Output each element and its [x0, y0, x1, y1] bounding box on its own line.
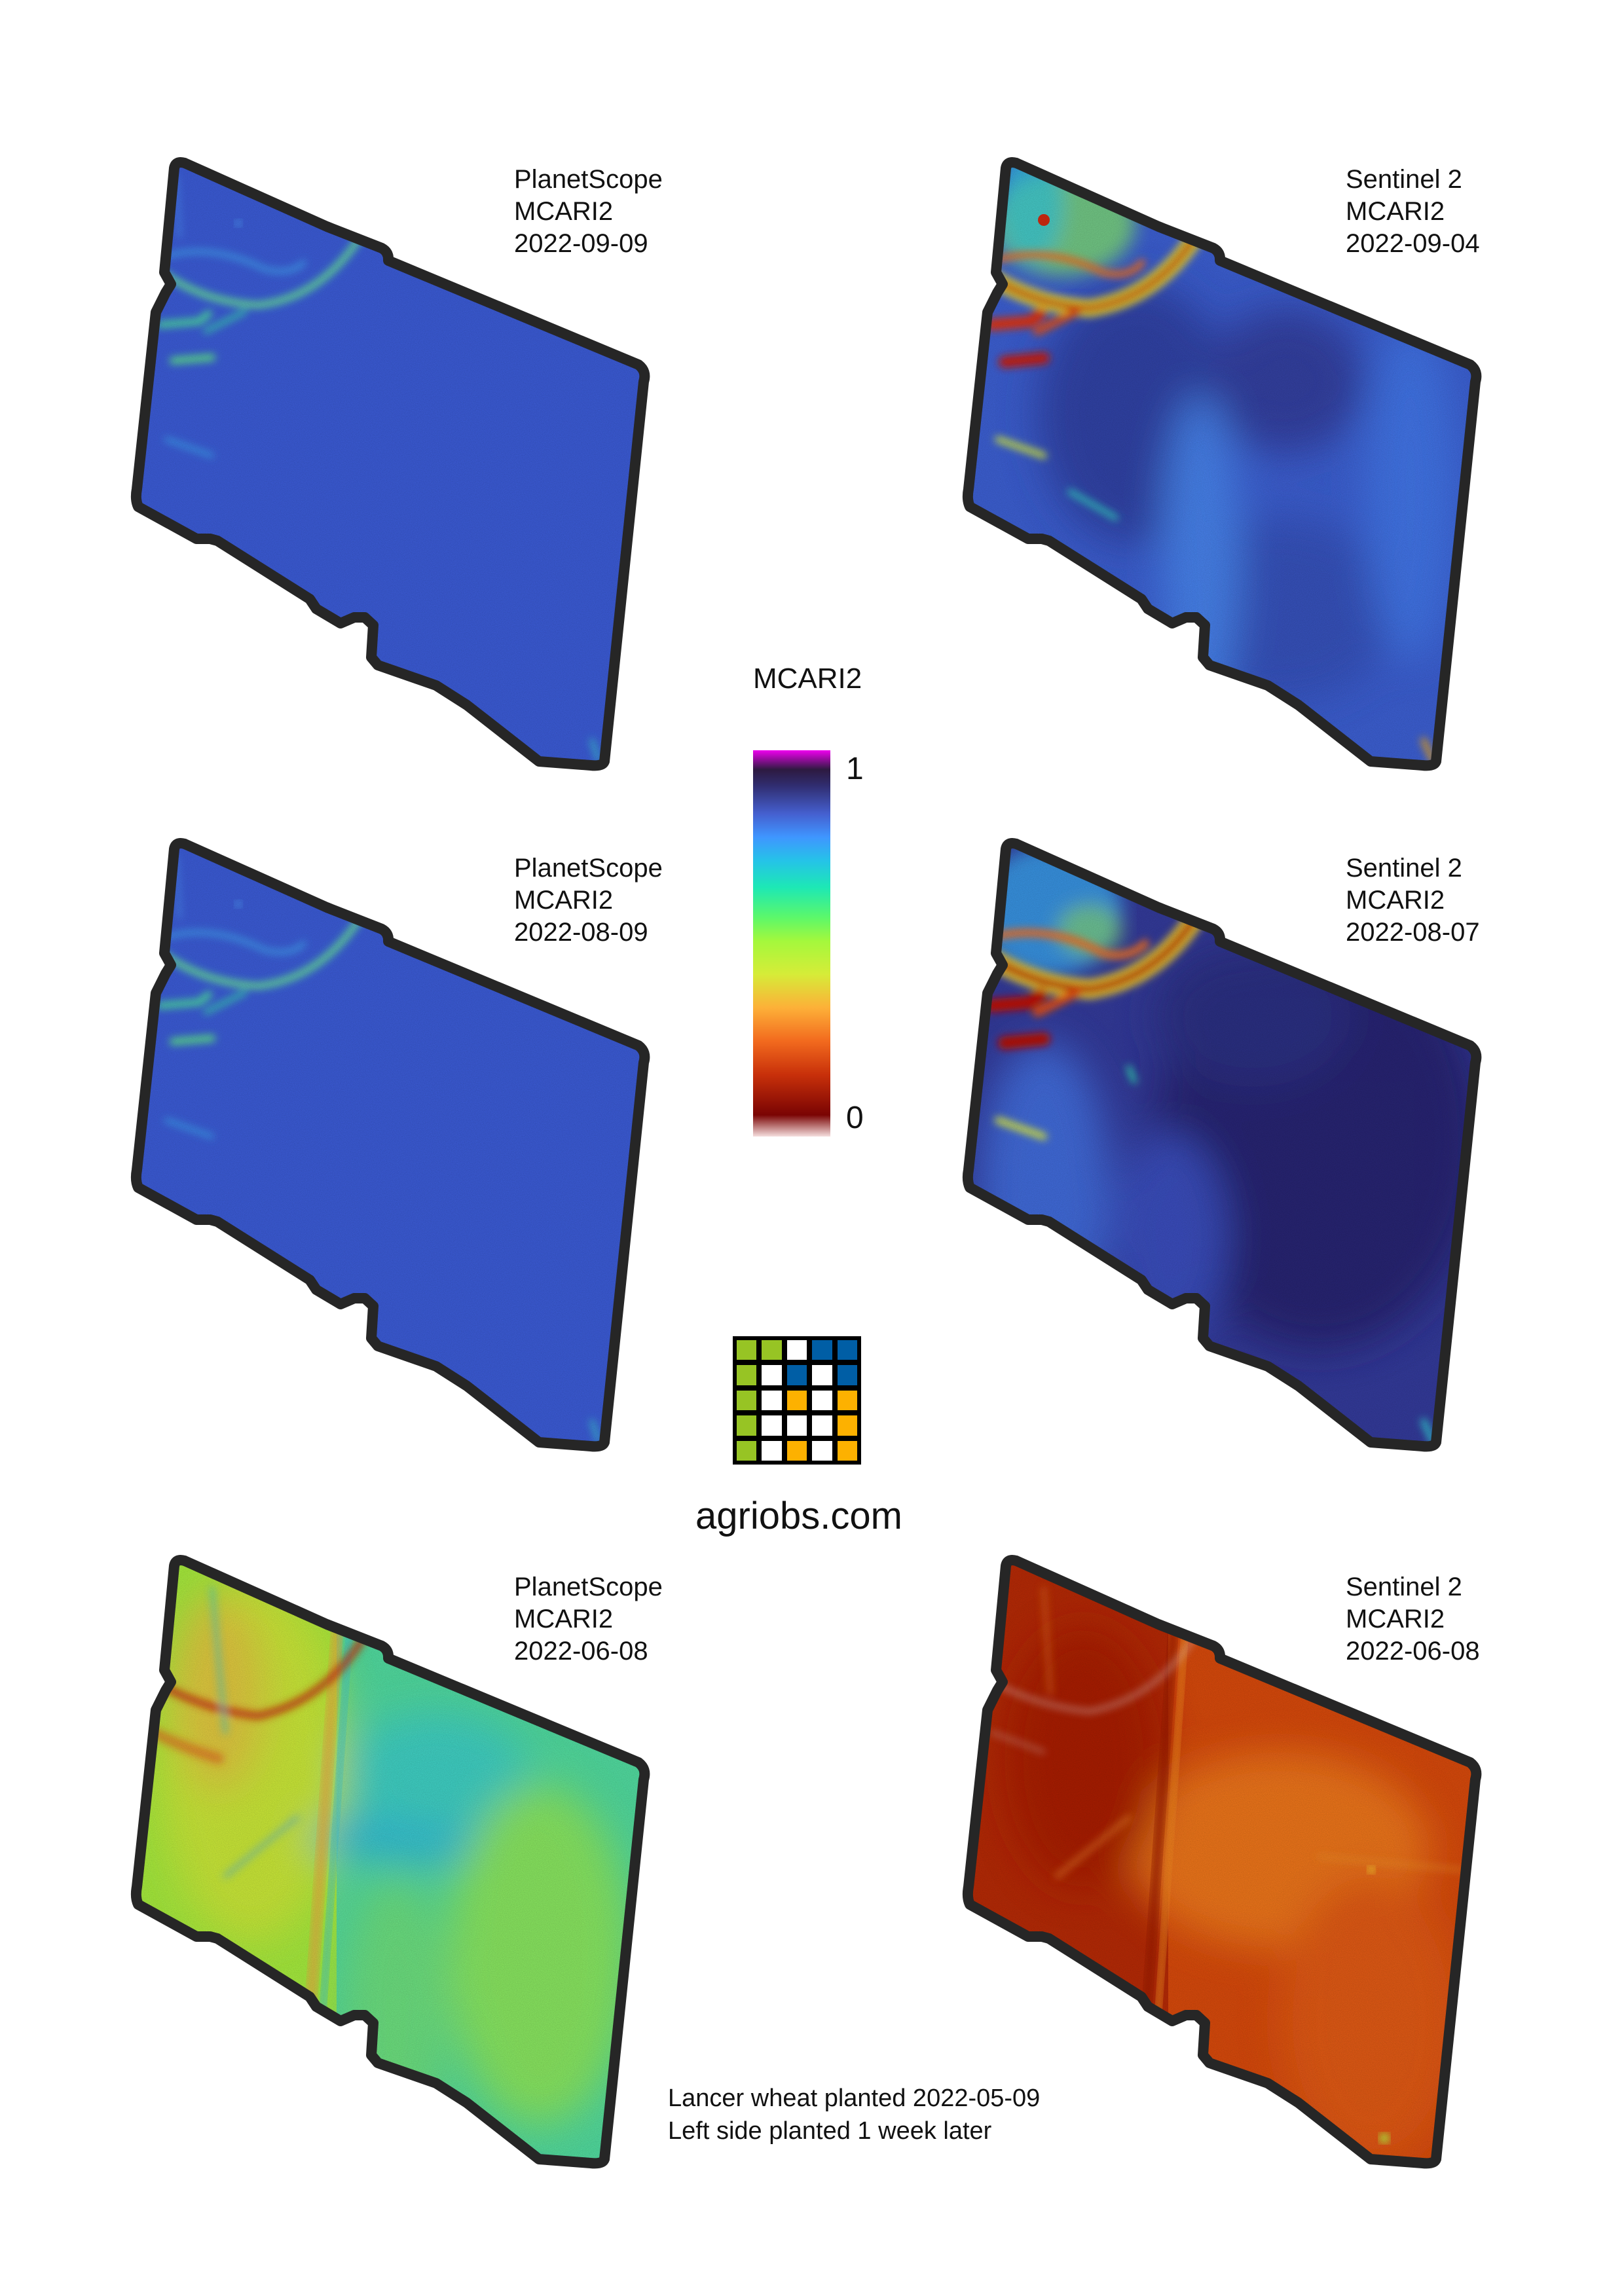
- note-line-2: Left side planted 1 week later: [668, 2117, 992, 2145]
- logo-cell: [737, 1415, 757, 1436]
- logo-cell: [812, 1340, 832, 1360]
- sensor-label: Sentinel 2: [1346, 1573, 1462, 1601]
- index-label: MCARI2: [1346, 197, 1445, 226]
- panel-label-planetscope-sep: PlanetScope MCARI2 2022-09-09: [514, 164, 663, 260]
- date-label: 2022-08-07: [1346, 918, 1480, 947]
- logo-cell: [786, 1365, 807, 1385]
- logo-cell: [812, 1390, 832, 1411]
- colorbar-title: MCARI2: [753, 663, 862, 695]
- panel-label-planetscope-jun: PlanetScope MCARI2 2022-06-08: [514, 1571, 663, 1667]
- panel-label-sentinel2-sep: Sentinel 2 MCARI2 2022-09-04: [1346, 164, 1480, 260]
- date-label: 2022-06-08: [514, 1637, 648, 1666]
- logo-cell: [812, 1440, 832, 1461]
- index-label: MCARI2: [514, 886, 614, 915]
- date-label: 2022-09-09: [514, 229, 648, 258]
- date-label: 2022-06-08: [1346, 1637, 1480, 1666]
- logo-cell: [837, 1365, 857, 1385]
- logo-cell: [737, 1390, 757, 1411]
- planting-note: Lancer wheat planted 2022-05-09 Left sid…: [668, 2082, 1040, 2147]
- index-label: MCARI2: [1346, 1605, 1445, 1633]
- index-label: MCARI2: [1346, 886, 1445, 915]
- sensor-label: Sentinel 2: [1346, 854, 1462, 883]
- note-line-1: Lancer wheat planted 2022-05-09: [668, 2085, 1041, 2112]
- logo-cell: [762, 1365, 782, 1385]
- sensor-label: Sentinel 2: [1346, 165, 1462, 194]
- date-label: 2022-09-04: [1346, 229, 1480, 258]
- logo-cell: [737, 1365, 757, 1385]
- logo-cell: [812, 1365, 832, 1385]
- sensor-label: PlanetScope: [514, 854, 663, 883]
- agriobs-logo-icon: [733, 1336, 861, 1465]
- logo-cell: [786, 1415, 807, 1436]
- logo-cell: [786, 1340, 807, 1360]
- logo-cell: [762, 1440, 782, 1461]
- colorbar-min-label: 0: [846, 1101, 864, 1135]
- logo-cell: [737, 1340, 757, 1360]
- sensor-label: PlanetScope: [514, 165, 663, 194]
- logo-cell: [837, 1415, 857, 1436]
- logo-cell: [786, 1390, 807, 1411]
- logo-cell: [786, 1440, 807, 1461]
- logo-cell: [837, 1340, 857, 1360]
- logo-cell: [837, 1390, 857, 1411]
- panel-label-planetscope-aug: PlanetScope MCARI2 2022-08-09: [514, 852, 663, 949]
- panel-label-sentinel2-jun: Sentinel 2 MCARI2 2022-06-08: [1346, 1571, 1480, 1667]
- panel-label-sentinel2-aug: Sentinel 2 MCARI2 2022-08-07: [1346, 852, 1480, 949]
- logo-cell: [762, 1415, 782, 1436]
- logo-cell: [837, 1440, 857, 1461]
- logo-cell: [812, 1415, 832, 1436]
- date-label: 2022-08-09: [514, 918, 648, 947]
- logo-cell: [762, 1340, 782, 1360]
- logo-cell: [737, 1440, 757, 1461]
- index-label: MCARI2: [514, 197, 614, 226]
- sensor-label: PlanetScope: [514, 1573, 663, 1601]
- index-label: MCARI2: [514, 1605, 614, 1633]
- colorbar-max-label: 1: [846, 752, 864, 786]
- colorbar-gradient: [753, 750, 830, 1137]
- logo-cell: [762, 1390, 782, 1411]
- site-url: agriobs.com: [695, 1495, 902, 1537]
